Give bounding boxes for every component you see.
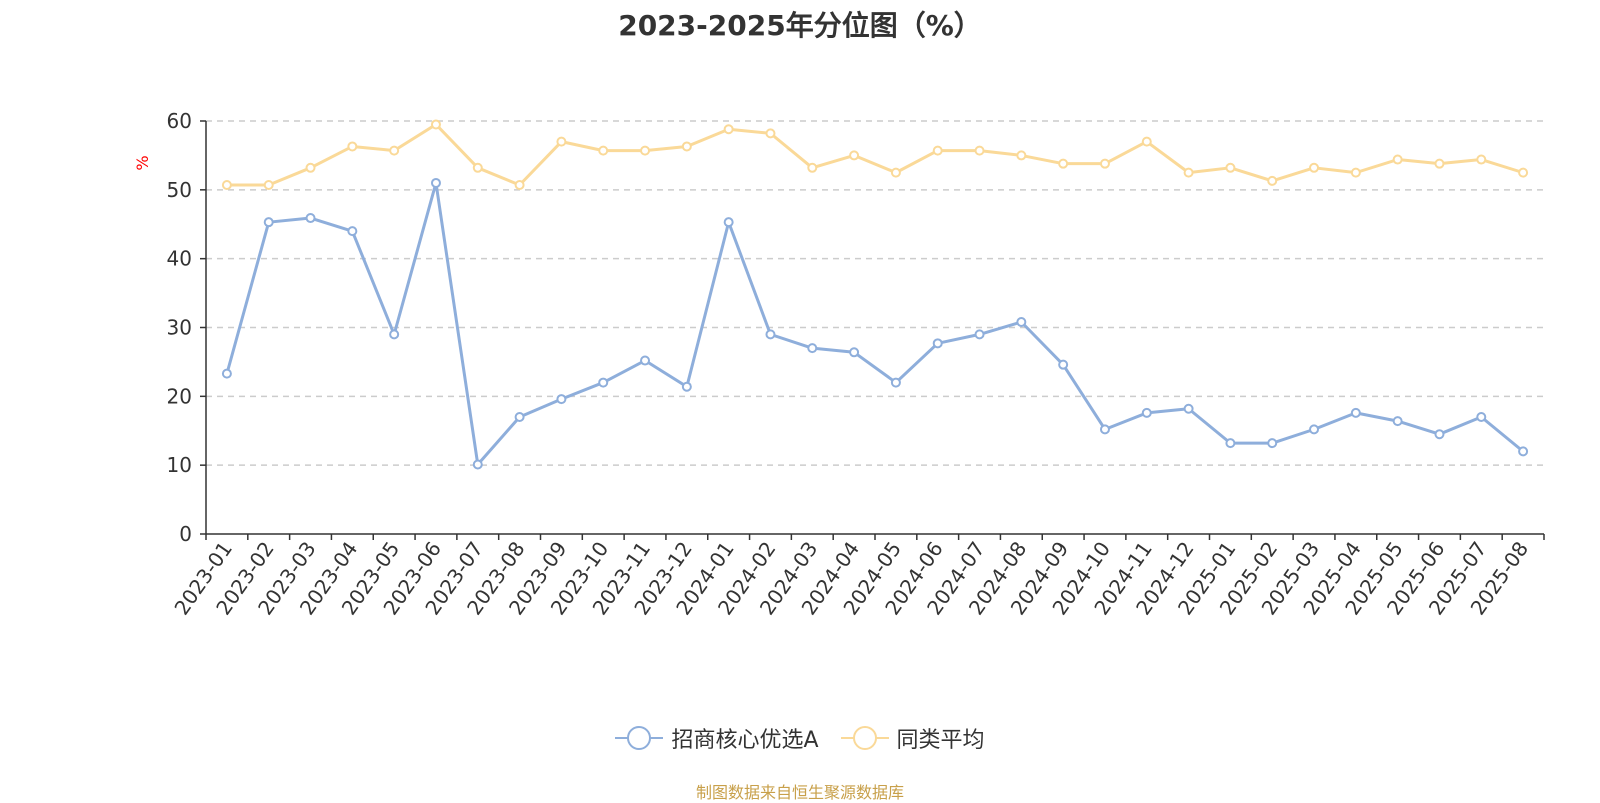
data-point-series-1[interactable] (765, 128, 776, 139)
data-point-series-1[interactable] (807, 162, 818, 173)
axes (200, 120, 1545, 540)
data-point-series-0[interactable] (640, 355, 651, 366)
data-point-series-1[interactable] (221, 180, 232, 191)
series-line-1 (226, 122, 1524, 187)
data-point-series-1[interactable] (890, 167, 901, 178)
y-axis-unit-label: % (133, 155, 152, 170)
data-point-series-0[interactable] (1099, 424, 1110, 435)
data-point-series-1[interactable] (514, 180, 525, 191)
tick-labels: 0102030405060%2023-012023-022023-032023-… (133, 109, 1533, 619)
data-point-series-0[interactable] (1309, 424, 1320, 435)
data-point-series-1[interactable] (932, 145, 943, 156)
data-point-series-0[interactable] (347, 226, 358, 237)
data-point-series-1[interactable] (1267, 175, 1278, 186)
data-point-series-0[interactable] (1476, 411, 1487, 422)
y-tick-label: 10 (167, 453, 192, 477)
data-point-series-0[interactable] (765, 329, 776, 340)
data-point-series-0[interactable] (263, 217, 274, 228)
data-point-series-1[interactable] (1309, 162, 1320, 173)
data-point-series-0[interactable] (1392, 416, 1403, 427)
data-point-series-0[interactable] (1225, 438, 1236, 449)
data-point-series-1[interactable] (263, 180, 274, 191)
data-point-series-0[interactable] (472, 459, 483, 470)
data-point-series-0[interactable] (1016, 316, 1027, 327)
data-point-series-0[interactable] (598, 377, 609, 388)
data-point-series-1[interactable] (681, 141, 692, 152)
data-point-series-0[interactable] (932, 338, 943, 349)
data-point-series-1[interactable] (1183, 167, 1194, 178)
data-point-series-0[interactable] (807, 343, 818, 354)
data-point-series-1[interactable] (1058, 158, 1069, 169)
source-note: 制图数据来自恒生聚源数据库 (695, 783, 904, 802)
data-point-series-0[interactable] (305, 213, 316, 224)
data-point-series-1[interactable] (305, 162, 316, 173)
data-point-series-0[interactable] (974, 329, 985, 340)
series-line-0 (225, 181, 1525, 466)
data-point-series-0[interactable] (849, 347, 860, 358)
legend-item-series-0[interactable]: 招商核心优选A (615, 722, 819, 754)
data-point-series-1[interactable] (1518, 167, 1529, 178)
y-tick-label: 40 (167, 247, 192, 271)
data-point-series-0[interactable] (221, 368, 232, 379)
data-point-series-1[interactable] (430, 119, 441, 130)
y-tick-label: 20 (167, 384, 192, 408)
legend[interactable]: 招商核心优选A 同类平均 (0, 722, 1600, 754)
data-point-series-1[interactable] (1434, 158, 1445, 169)
legend-item-series-1[interactable]: 同类平均 (840, 722, 985, 754)
y-tick-label: 50 (167, 178, 192, 202)
data-point-series-0[interactable] (1141, 407, 1152, 418)
data-point-series-1[interactable] (1141, 136, 1152, 147)
data-point-series-0[interactable] (1518, 446, 1529, 457)
data-point-series-1[interactable] (347, 141, 358, 152)
legend-label-series-0: 招商核心优选A (671, 728, 819, 753)
chart-title: 2023-2025年分位图（%） (618, 9, 982, 42)
data-point-series-1[interactable] (389, 145, 400, 156)
y-tick-label: 0 (179, 522, 192, 546)
data-point-series-1[interactable] (1350, 167, 1361, 178)
data-point-series-1[interactable] (556, 136, 567, 147)
data-point-series-0[interactable] (1434, 429, 1445, 440)
data-point-series-1[interactable] (1099, 158, 1110, 169)
legend-swatch-series-0 (615, 725, 664, 751)
data-point-series-1[interactable] (1225, 162, 1236, 173)
data-point-series-0[interactable] (1183, 403, 1194, 414)
data-point-series-0[interactable] (1058, 359, 1069, 370)
data-point-series-0[interactable] (1350, 407, 1361, 418)
data-point-series-1[interactable] (598, 145, 609, 156)
data-point-series-1[interactable] (1476, 154, 1487, 165)
data-point-series-0[interactable] (723, 217, 734, 228)
data-point-series-0[interactable] (389, 329, 400, 340)
data-point-series-1[interactable] (1016, 150, 1027, 161)
legend-label-series-1: 同类平均 (896, 728, 985, 753)
data-point-series-1[interactable] (640, 145, 651, 156)
data-point-series-1[interactable] (849, 150, 860, 161)
data-point-series-1[interactable] (974, 145, 985, 156)
legend-swatch-series-1 (840, 725, 889, 751)
data-point-series-1[interactable] (1392, 154, 1403, 165)
grid-lines (206, 120, 1544, 466)
y-tick-label: 60 (167, 109, 192, 133)
y-tick-label: 30 (167, 316, 192, 340)
series (221, 119, 1529, 470)
data-point-series-1[interactable] (723, 124, 734, 135)
data-point-series-1[interactable] (472, 162, 483, 173)
data-point-series-0[interactable] (681, 381, 692, 392)
data-point-series-0[interactable] (430, 177, 441, 188)
data-point-series-0[interactable] (514, 411, 525, 422)
data-point-series-0[interactable] (556, 394, 567, 405)
data-point-series-0[interactable] (890, 377, 901, 388)
data-point-series-0[interactable] (1267, 438, 1278, 449)
